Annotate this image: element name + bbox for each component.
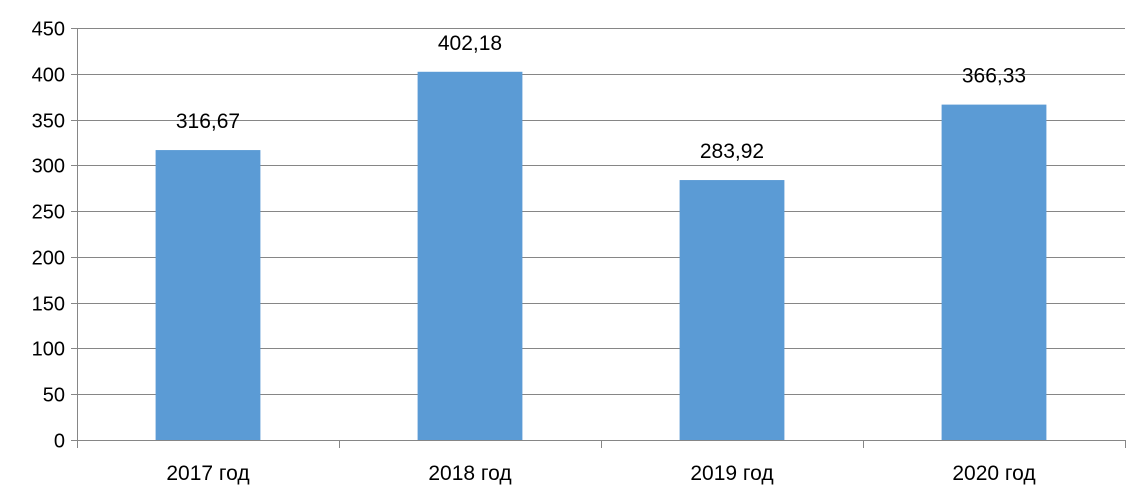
x-tick-label: 2017 год (166, 462, 249, 485)
y-tick-label: 200 (32, 248, 65, 270)
axes (71, 28, 1126, 448)
x-tick-label: 2019 год (690, 462, 773, 485)
bar (679, 180, 785, 440)
y-tick-label: 400 (32, 65, 65, 87)
y-tick-label: 250 (32, 202, 65, 224)
bar (155, 150, 261, 440)
labels: 0 50 100 150 200 250 300 350 400 450 316,67 2017 го… (32, 19, 1036, 486)
data-label: 283,92 (700, 140, 764, 163)
y-tick-label: 0 (54, 431, 65, 453)
bars (155, 71, 1047, 441)
x-tick-label: 2020 год (952, 462, 1035, 485)
y-tick-label: 300 (32, 156, 65, 178)
y-tick-label: 50 (43, 385, 65, 407)
y-tick-label: 100 (32, 339, 65, 361)
bar (417, 71, 523, 441)
data-label: 402,18 (438, 32, 502, 55)
y-tick-label: 450 (32, 19, 65, 41)
data-label: 316,67 (176, 110, 240, 133)
y-tick-label: 350 (32, 111, 65, 133)
bar (941, 104, 1047, 441)
y-tick-label: 150 (32, 294, 65, 316)
x-tick-label: 2018 год (428, 462, 511, 485)
data-label: 366,33 (962, 65, 1026, 88)
